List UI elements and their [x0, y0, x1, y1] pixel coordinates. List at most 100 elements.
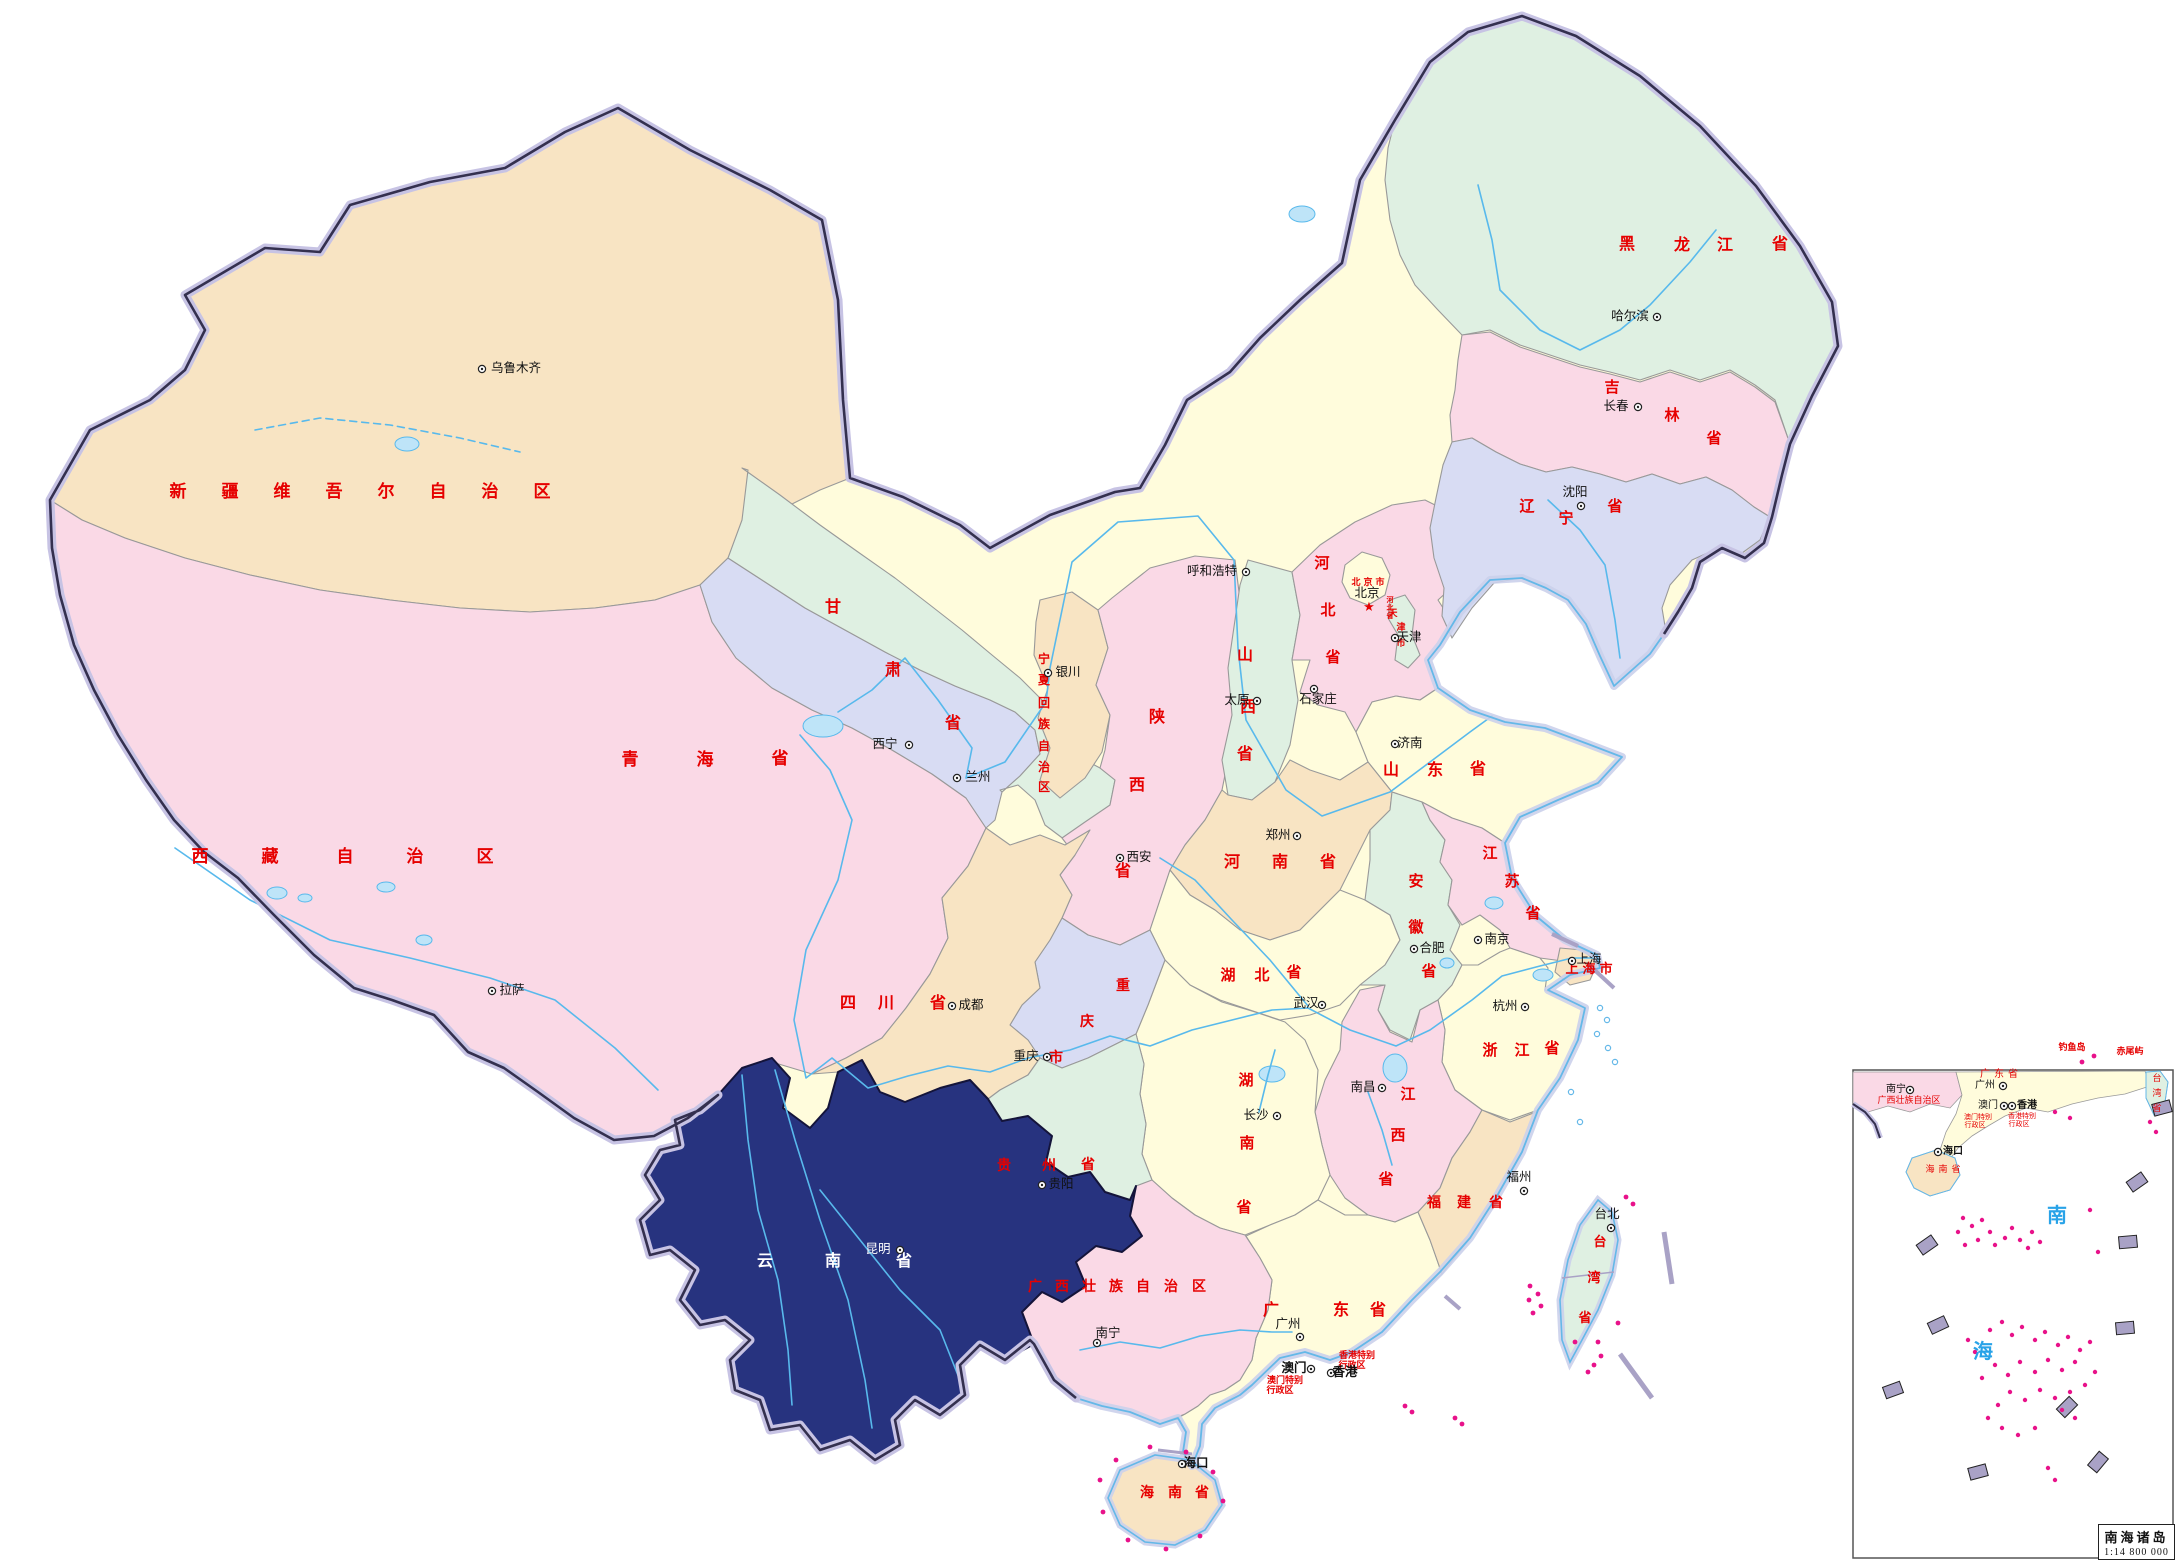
province-label-jilin: 林: [1664, 406, 1680, 424]
boundary-bar: [1561, 1271, 1615, 1279]
islet-dot: [1125, 1537, 1131, 1543]
inset-islet-dot: [1987, 1229, 1993, 1235]
inset-islet-dot: [2147, 1119, 2153, 1125]
province-label-tianjin: 市: [1396, 637, 1405, 648]
province-label-liaoning: 省: [1606, 497, 1622, 515]
province-label-liaoning: 宁: [1558, 509, 1573, 527]
inset-islet-dot: [2009, 1225, 2015, 1231]
city-marker-dot: [1393, 636, 1397, 640]
city-label: 南昌: [1350, 1079, 1375, 1094]
province-label-chongqing: 市: [1049, 1049, 1063, 1065]
province-label-anhui: 省: [1420, 962, 1436, 980]
islet-dot: [1591, 1362, 1597, 1368]
inset-label: 行政区: [2009, 1119, 2030, 1128]
inset-islet-dot: [1979, 1375, 1985, 1381]
province-label-guangxi: 西: [1055, 1278, 1069, 1294]
province-label-hebei: 河: [1314, 554, 1329, 572]
boundary-bar: [1443, 1294, 1462, 1311]
province-label-hebei: 北: [1320, 602, 1335, 619]
city-marker-dot: [480, 367, 484, 371]
inset-dash-segment: [2125, 1171, 2149, 1193]
province-label-shanghai: 上: [1565, 961, 1578, 976]
city-marker-dot: [1329, 1371, 1333, 1375]
boundary-bar: [1586, 962, 1616, 990]
inset-dash-segment: [2055, 1395, 2079, 1419]
inset-label: 海口: [1943, 1144, 1963, 1157]
inset-islet-dot: [1972, 1349, 1978, 1355]
inset-islet-dot: [2019, 1324, 2025, 1330]
inset-scale: 1:14 800 000: [2104, 1546, 2169, 1558]
coastal-islet: [1576, 1118, 1584, 1126]
city-label: 杭州: [1492, 998, 1517, 1013]
province-label-yunnan: 南: [825, 1251, 841, 1270]
river: [1159, 857, 1309, 1007]
province-label-beijing: 市: [1375, 576, 1384, 587]
province-label-sichuan: 四: [840, 995, 856, 1012]
province-tianjin[interactable]: [1387, 594, 1421, 669]
inset-city-marker-dot: [2010, 1104, 2014, 1108]
islet-dot: [1220, 1498, 1226, 1504]
province-label-jiangxi: 江: [1400, 1085, 1415, 1103]
city-marker-dot: [1522, 1189, 1526, 1193]
inset-islet-dot: [2067, 1389, 2073, 1395]
city-label: 西宁: [872, 736, 897, 751]
islet-dot: [1147, 1444, 1153, 1450]
city-label: 呼和浩特: [1187, 563, 1237, 578]
city-label: 南宁: [1095, 1325, 1120, 1340]
inset-islet-dot: [2025, 1245, 2031, 1251]
inset-islet-dot: [2032, 1337, 2038, 1343]
inset-islet-dot: [1985, 1415, 1991, 1421]
river: [1547, 499, 1621, 659]
islet-dot: [1527, 1283, 1533, 1289]
province-label-qinghai: 青: [622, 749, 639, 769]
city-marker-dot: [1393, 742, 1397, 746]
province-label-xinjiang: 维: [274, 481, 291, 501]
province-xinjiang[interactable]: [49, 107, 851, 613]
islet-dot: [1197, 1533, 1203, 1539]
city-label: 上海: [1576, 951, 1602, 966]
province-label-heilongjiang: 江: [1717, 236, 1733, 254]
inset-label: 省: [2152, 1102, 2161, 1113]
province-label-jiangsu: 苏: [1504, 872, 1519, 890]
inset-label: 澳门: [1978, 1098, 1998, 1111]
inset-islet-dot: [2095, 1249, 2101, 1255]
coastal-islet: [1604, 1044, 1612, 1052]
province-gansu[interactable]: [727, 467, 1116, 841]
province-label-ningxia: 治: [1038, 759, 1050, 774]
city-marker-dot: [1180, 1462, 1184, 1466]
inset-title-box: 南海诸岛 1:14 800 000: [2098, 1524, 2175, 1560]
province-label-jiangsu: 江: [1482, 844, 1497, 862]
province-label-shanghai: 海: [1582, 961, 1595, 976]
province-label-heilongjiang: 省: [1771, 234, 1788, 253]
province-label-zhejiang: 浙: [1482, 1041, 1497, 1059]
inset-islet-dot: [2067, 1115, 2073, 1121]
river: [741, 1074, 793, 1406]
coastal-islet: [1593, 1030, 1601, 1038]
islet-dot: [1585, 1369, 1591, 1375]
province-label-shanxi: 省: [1236, 744, 1253, 763]
river: [1477, 184, 1717, 351]
national-border: [48, 14, 1840, 1462]
capital-star: ★: [1363, 599, 1375, 614]
inset-islet-dot: [2052, 1395, 2058, 1401]
inset-islet-dot: [2005, 1372, 2011, 1378]
city-label: 北京: [1354, 586, 1379, 600]
province-label-guangxi: 治: [1164, 1278, 1178, 1294]
inset-dash-segment: [1915, 1234, 1939, 1256]
lake: [1532, 968, 1554, 982]
city-marker-dot: [1579, 504, 1583, 508]
city-marker-dot: [1320, 1003, 1324, 1007]
province-beijing[interactable]: [1341, 551, 1391, 606]
inset-islet-dot: [1975, 1237, 1981, 1243]
city-label: 哈尔滨: [1611, 308, 1649, 323]
province-label-beijing: 北: [1351, 576, 1360, 587]
city-marker-dot: [1275, 1114, 1279, 1118]
province-label-henan: 省: [1319, 852, 1336, 871]
province-liaoning[interactable]: [1429, 437, 1771, 687]
islet-dot: [1402, 1403, 1408, 1409]
city-label: 香港: [1331, 1364, 1358, 1379]
islet-dot: [1100, 1509, 1106, 1515]
city-label: 西安: [1126, 849, 1151, 864]
islet-dot: [1097, 1477, 1103, 1483]
province-label-taiwan: 台: [1593, 1234, 1606, 1249]
